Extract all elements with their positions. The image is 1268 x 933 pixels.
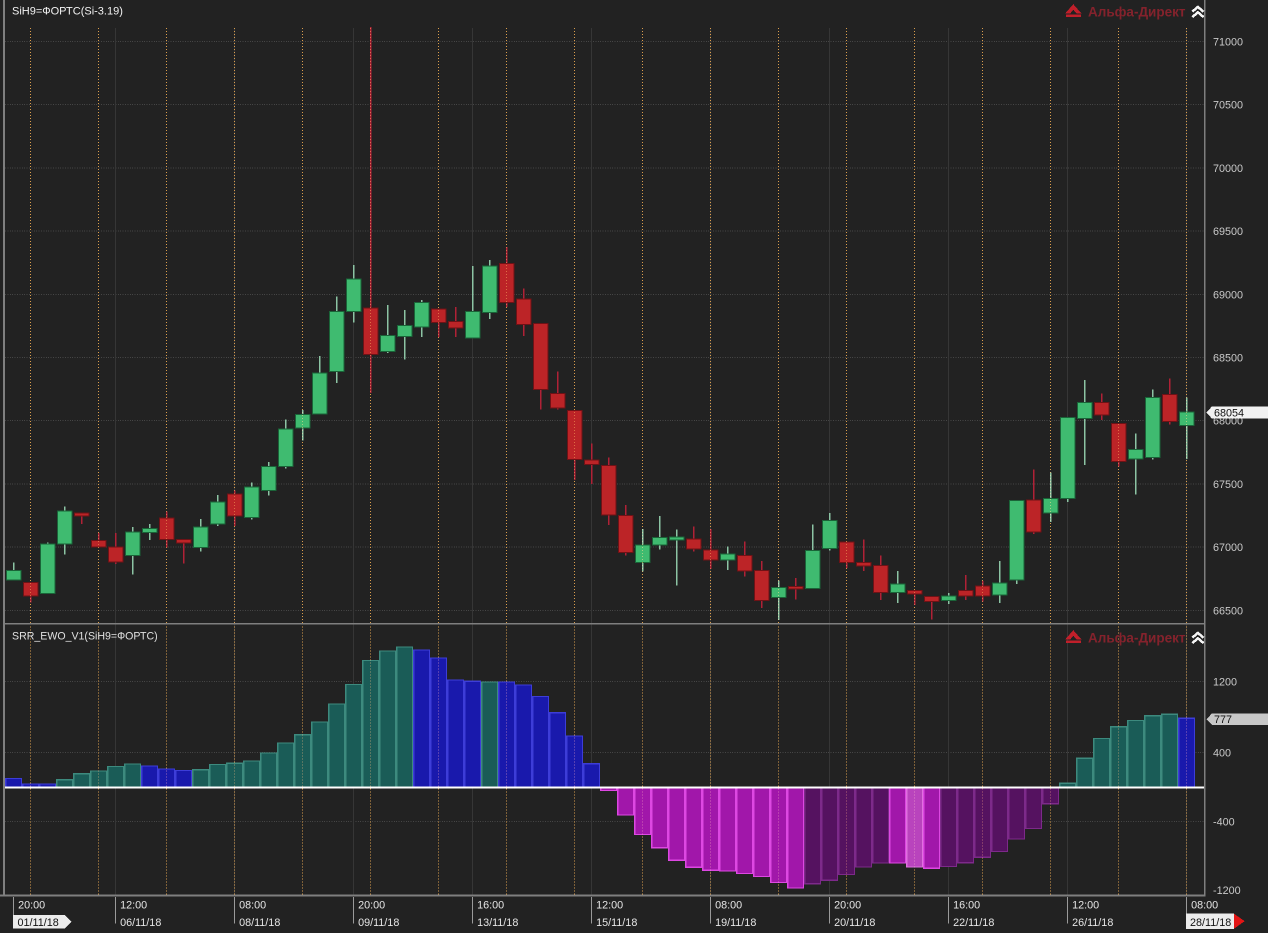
- svg-text:06/11/18: 06/11/18: [120, 917, 161, 929]
- svg-text:Альфа-Директ: Альфа-Директ: [1088, 5, 1186, 20]
- svg-text:16:00: 16:00: [477, 900, 504, 912]
- svg-text:28/11/18: 28/11/18: [1190, 917, 1231, 929]
- svg-text:SRR_EWO_V1(SiH9=ФОРТС): SRR_EWO_V1(SiH9=ФОРТС): [12, 631, 158, 643]
- svg-text:1200: 1200: [1213, 676, 1237, 688]
- svg-text:22/11/18: 22/11/18: [953, 917, 994, 929]
- svg-text:69500: 69500: [1213, 226, 1243, 238]
- svg-text:15/11/18: 15/11/18: [596, 917, 637, 929]
- svg-text:12:00: 12:00: [596, 900, 623, 912]
- svg-text:20:00: 20:00: [834, 900, 861, 912]
- svg-text:-400: -400: [1213, 817, 1235, 829]
- svg-text:08:00: 08:00: [1191, 900, 1218, 912]
- svg-text:01/11/18: 01/11/18: [18, 917, 59, 929]
- svg-text:08:00: 08:00: [715, 900, 742, 912]
- svg-text:08:00: 08:00: [239, 900, 266, 912]
- svg-text:71000: 71000: [1213, 37, 1243, 49]
- svg-text:68500: 68500: [1213, 353, 1243, 365]
- svg-text:12:00: 12:00: [1072, 900, 1099, 912]
- svg-text:13/11/18: 13/11/18: [477, 917, 518, 929]
- svg-text:20/11/18: 20/11/18: [834, 917, 875, 929]
- svg-text:08/11/18: 08/11/18: [239, 917, 280, 929]
- svg-text:67500: 67500: [1213, 479, 1243, 491]
- svg-text:400: 400: [1213, 748, 1231, 760]
- svg-text:70500: 70500: [1213, 100, 1243, 112]
- svg-text:70000: 70000: [1213, 163, 1243, 175]
- svg-text:Альфа-Директ: Альфа-Директ: [1088, 631, 1186, 646]
- svg-text:69000: 69000: [1213, 289, 1243, 301]
- svg-text:12:00: 12:00: [120, 900, 147, 912]
- svg-text:20:00: 20:00: [18, 900, 45, 912]
- svg-text:09/11/18: 09/11/18: [358, 917, 399, 929]
- svg-text:20:00: 20:00: [358, 900, 385, 912]
- svg-text:SiH9=ФОРТС(Si-3.19): SiH9=ФОРТС(Si-3.19): [12, 6, 123, 18]
- svg-text:19/11/18: 19/11/18: [715, 917, 756, 929]
- svg-text:26/11/18: 26/11/18: [1072, 917, 1113, 929]
- svg-text:67000: 67000: [1213, 542, 1243, 554]
- svg-text:68054: 68054: [1214, 408, 1244, 420]
- svg-text:16:00: 16:00: [953, 900, 980, 912]
- svg-text:66500: 66500: [1213, 605, 1243, 617]
- svg-text:-1200: -1200: [1213, 885, 1241, 897]
- svg-text:777: 777: [1214, 714, 1232, 726]
